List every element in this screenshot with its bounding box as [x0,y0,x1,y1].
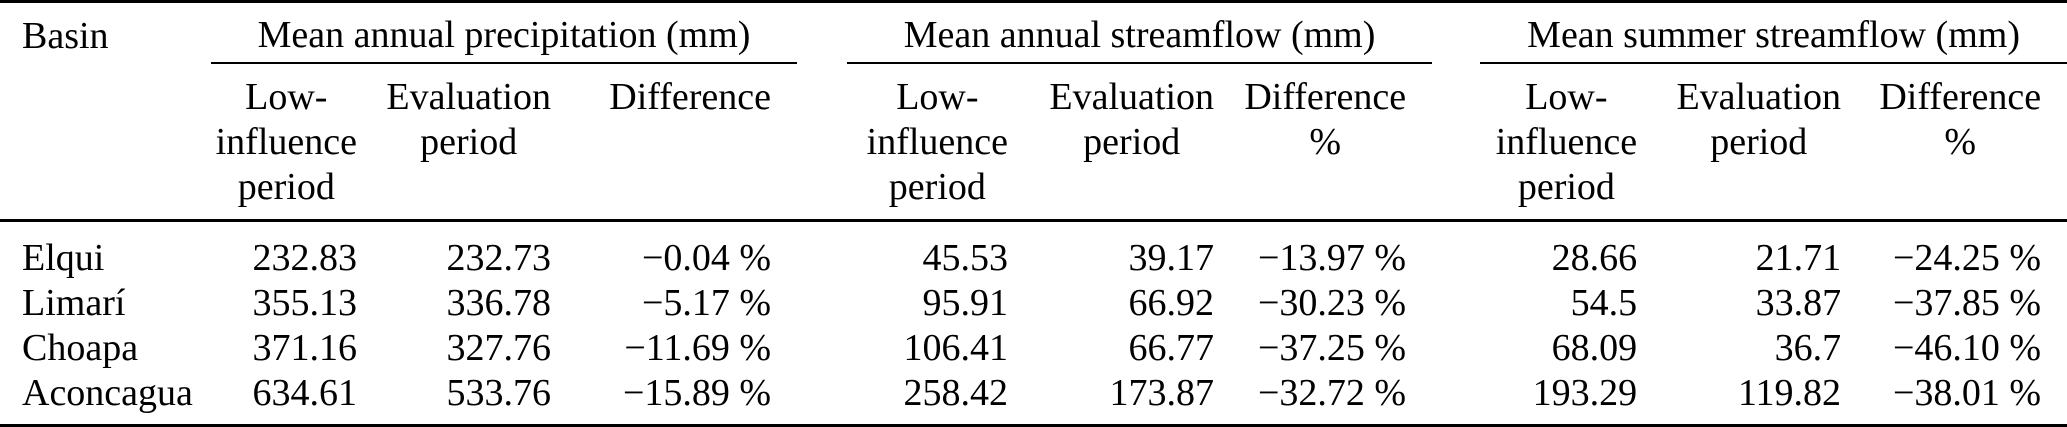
cell-value: 327.76 [446,327,552,369]
cell-basin: Elqui [22,237,105,279]
cell-value: 119.82 [1737,372,1842,414]
cell-value: 54.5 [1570,282,1638,324]
cell-value: 634.61 [252,372,358,414]
cell-value: 371.16 [252,327,358,369]
group-header-mean-annual-streamflow: Mean annual streamflow (mm) [847,1,1433,64]
subheader-precip-evaluation-period: Evaluation period [357,63,551,222]
cell-basin: Limarí [22,282,126,324]
group-gap [1432,326,1480,371]
subheader-basin-spacer [0,63,211,222]
basin-column-header: Basin [22,15,109,57]
group-gap [1432,281,1480,326]
group-gap [797,281,847,326]
table-row-limari: Limarí 355.13 336.78 −5.17 % 95.91 66.92… [0,281,2067,326]
group-gap [797,326,847,371]
cell-value: 39.17 [1128,237,1215,279]
table-row-aconcagua: Aconcagua 634.61 533.76 −15.89 % 258.42 … [0,371,2067,426]
cell-value: 355.13 [252,282,358,324]
cell-value: −46.10 % [1892,327,2042,369]
cell-basin: Choapa [22,327,139,369]
group-gap [1432,2,1480,64]
cell-value: 232.73 [446,237,552,279]
table-row-choapa: Choapa 371.16 327.76 −11.69 % 106.41 66.… [0,326,2067,371]
subheader-annual-flow-difference-percent: Difference% [1214,63,1433,222]
cell-value: 533.76 [446,372,552,414]
cell-value: −38.01 % [1892,372,2042,414]
subheader-summer-flow-evaluation-period: Evaluation period [1637,63,1842,222]
cell-value: −11.69 % [624,327,772,369]
cell-value: 33.87 [1755,282,1842,324]
cell-value: 258.42 [903,372,1009,414]
cell-value: 66.77 [1128,327,1215,369]
cell-value: 28.66 [1551,237,1638,279]
cell-basin: Aconcagua [22,372,193,414]
cell-value: 173.87 [1109,372,1215,414]
cell-value: 45.53 [922,237,1009,279]
cell-value: −30.23 % [1257,282,1407,324]
subheader-summer-flow-difference-percent: Difference% [1841,63,2067,222]
cell-value: 232.83 [252,237,358,279]
group-gap [797,63,848,222]
cell-value: 36.7 [1774,327,1842,369]
subheader-row: Low-influence period Evaluation period Dif… [0,63,2067,222]
cell-value: −0.04 % [641,237,772,279]
subheader-annual-flow-low-influence-period: Low-influence period [847,63,1009,222]
cell-value: 106.41 [903,327,1009,369]
cell-value: −37.85 % [1892,282,2042,324]
group-gap [797,371,847,426]
group-header-row: Basin Mean annual precipitation (mm) Mea… [0,1,2067,64]
cell-value: −13.97 % [1257,237,1407,279]
cell-value: 336.78 [446,282,552,324]
cell-value: −24.25 % [1892,237,2042,279]
cell-value: −32.72 % [1257,372,1407,414]
cell-value: 95.91 [922,282,1009,324]
group-gap [797,221,847,282]
group-gap [1432,63,1481,222]
cell-value: −37.25 % [1257,327,1407,369]
subheader-precip-difference: Difference [551,63,798,222]
cell-value: −15.89 % [622,372,772,414]
subheader-precip-low-influence-period: Low-influence period [211,63,357,222]
subheader-summer-flow-low-influence-period: Low-influence period [1480,63,1638,222]
group-header-mean-summer-streamflow: Mean summer streamflow (mm) [1480,1,2067,64]
group-gap [1432,371,1480,426]
table-row-elqui: Elqui 232.83 232.73 −0.04 % 45.53 39.17 … [0,221,2067,282]
cell-value: 193.29 [1532,372,1638,414]
cell-value: 68.09 [1551,327,1638,369]
cell-value: −5.17 % [641,282,772,324]
group-gap [1432,221,1480,282]
cell-value: 66.92 [1128,282,1215,324]
cell-value: 21.71 [1755,237,1842,279]
group-header-mean-annual-precipitation: Mean annual precipitation (mm) [211,1,798,64]
group-gap [797,2,847,64]
subheader-annual-flow-evaluation-period: Evaluation period [1008,63,1215,222]
